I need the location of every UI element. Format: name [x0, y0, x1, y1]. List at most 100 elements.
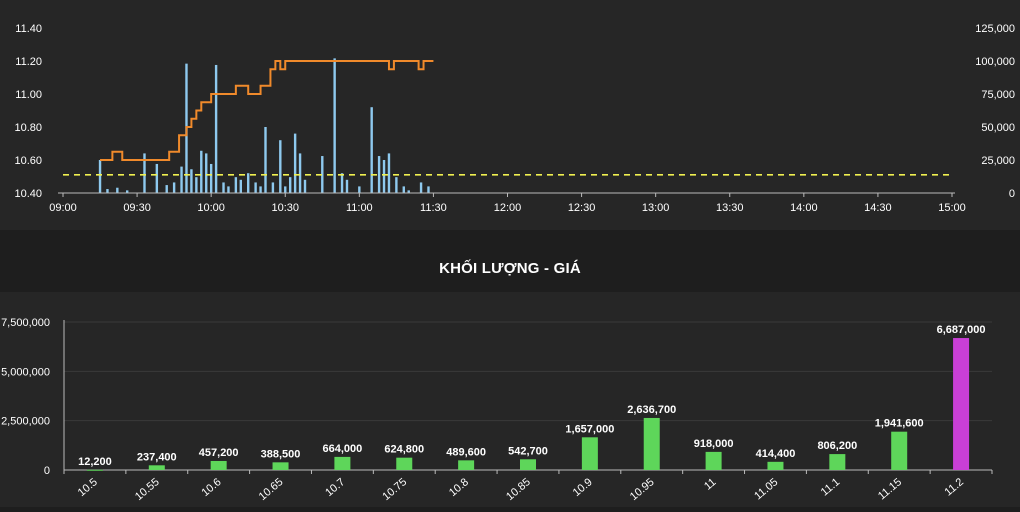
right-axis-tick-label: 25,000: [981, 155, 1015, 167]
x-axis-tick-label: 10:30: [271, 202, 299, 214]
volume-bar: [387, 153, 391, 193]
bar-value-label: 542,700: [508, 445, 548, 457]
bar-value-label: 806,200: [817, 440, 857, 452]
volume-bar: [333, 58, 336, 193]
volume-bar: [340, 173, 344, 193]
volume-bar: [427, 186, 430, 193]
bar-value-label: 12,200: [78, 456, 112, 468]
volume-bar: [705, 451, 722, 470]
volume-bar: [190, 169, 193, 193]
volume-bar: [210, 460, 227, 470]
volume-bar: [106, 189, 109, 193]
volume-bar: [143, 153, 146, 193]
volume-bar: [377, 156, 381, 193]
volume-bar: [227, 186, 230, 193]
x-axis-tick-label: 11:30: [420, 202, 447, 214]
category-label: 10.8: [447, 476, 471, 499]
y-axis-tick-label: 5,000,000: [1, 366, 50, 378]
price-line: [100, 60, 434, 161]
volume-bar: [345, 179, 349, 193]
right-axis-tick-label: 50,000: [981, 122, 1015, 134]
category-label: 10.6: [199, 476, 223, 499]
y-axis-tick-label: 0: [44, 465, 50, 477]
left-axis-tick-label: 10.80: [14, 122, 42, 134]
category-label: 10.65: [257, 476, 286, 503]
bar-value-label: 388,500: [261, 448, 301, 460]
volume-bar: [407, 190, 410, 193]
intraday-chart-panel: 10.40 10.60 10.80 11.00 11.20 11.40 0 25,000 50,…: [0, 0, 1020, 230]
volume-bar: [165, 185, 168, 193]
volume-bar: [395, 177, 398, 193]
left-axis-tick-label: 11.00: [15, 89, 42, 101]
category-label: 10.55: [133, 476, 162, 503]
intraday-price-volume-chart: 10.40 10.60 10.80 11.00 11.20 11.40 0 25,000 50,…: [14, 23, 1015, 214]
volume-bar: [195, 177, 198, 193]
volume-bar: [370, 107, 373, 193]
volume-bar: [298, 153, 302, 193]
volume-bar: [205, 153, 208, 193]
volume-bar: [284, 186, 287, 193]
x-axis-tick-label: 11:00: [346, 202, 373, 214]
volume-bar: [953, 338, 970, 470]
category-label: 11: [702, 476, 718, 493]
volume-by-price-panel: 0 2,500,000 5,000,000 7,500,000 12,200 10.5 23…: [0, 292, 1020, 507]
bar-value-label: 2,636,700: [627, 404, 676, 416]
volume-bar: [382, 160, 386, 193]
volume-bar: [288, 177, 292, 193]
volume-bar: [126, 190, 129, 193]
volume-price-title: KHỐI LƯỢNG - GIÁ: [439, 260, 581, 277]
volume-bar: [98, 160, 102, 193]
volume-bar: [239, 179, 242, 193]
volume-bar: [209, 163, 213, 193]
right-axis-tick-label: 0: [1009, 188, 1015, 200]
x-axis-tick-label: 13:00: [642, 202, 670, 214]
volume-bar: [247, 173, 250, 193]
right-axis-tick-label: 100,000: [975, 56, 1015, 68]
category-label: 10.9: [571, 476, 595, 499]
volume-bar: [293, 133, 297, 193]
bar-value-label: 1,941,600: [875, 418, 924, 430]
category-label: 10.95: [628, 476, 657, 503]
x-axis-tick-label: 09:30: [123, 202, 151, 214]
right-axis-tick-label: 75,000: [981, 89, 1015, 101]
x-axis-tick-label: 10:00: [197, 202, 225, 214]
volume-bar: [264, 127, 267, 193]
section-header: [0, 230, 1020, 292]
volume-bar: [254, 182, 257, 193]
category-label: 11.05: [752, 476, 780, 502]
y-axis-tick-label: 7,500,000: [1, 317, 50, 329]
volume-bar: [520, 459, 536, 470]
category-label: 10.5: [76, 476, 100, 499]
left-axis-tick-label: 10.40: [14, 188, 42, 200]
right-axis-tick-label: 125,000: [975, 23, 1015, 35]
bar-value-label: 1,657,000: [565, 423, 614, 435]
volume-bar: [172, 182, 176, 193]
left-axis-tick-label: 11.40: [15, 23, 42, 35]
category-label: 11.2: [943, 476, 966, 498]
volume-bar: [396, 457, 413, 470]
x-axis-tick-label: 13:30: [716, 202, 744, 214]
volume-bar: [148, 465, 165, 470]
volume-bar: [259, 186, 262, 193]
volume-by-price-chart: 0 2,500,000 5,000,000 7,500,000 12,200 10.5 23…: [1, 317, 993, 503]
bar-value-label: 489,600: [446, 446, 486, 458]
bar-value-label: 6,687,000: [937, 324, 986, 336]
x-axis-tick-label: 14:30: [864, 202, 892, 214]
volume-bar: [214, 64, 218, 194]
volume-bar: [581, 437, 598, 470]
bar-value-label: 664,000: [323, 443, 363, 455]
volume-bar: [334, 456, 351, 470]
volume-bar: [200, 150, 203, 193]
volume-bar: [767, 461, 784, 470]
left-axis-tick-label: 11.20: [15, 56, 42, 68]
x-axis-tick-label: 15:00: [938, 202, 966, 214]
volume-bar: [272, 462, 289, 470]
category-label: 10.7: [323, 476, 347, 499]
x-axis-tick-label: 12:00: [494, 202, 522, 214]
volume-bar: [271, 182, 275, 193]
bar-value-label: 457,200: [199, 447, 239, 459]
volume-bar: [303, 179, 307, 193]
category-label: 11.1: [819, 476, 842, 498]
volume-bar: [829, 454, 846, 470]
